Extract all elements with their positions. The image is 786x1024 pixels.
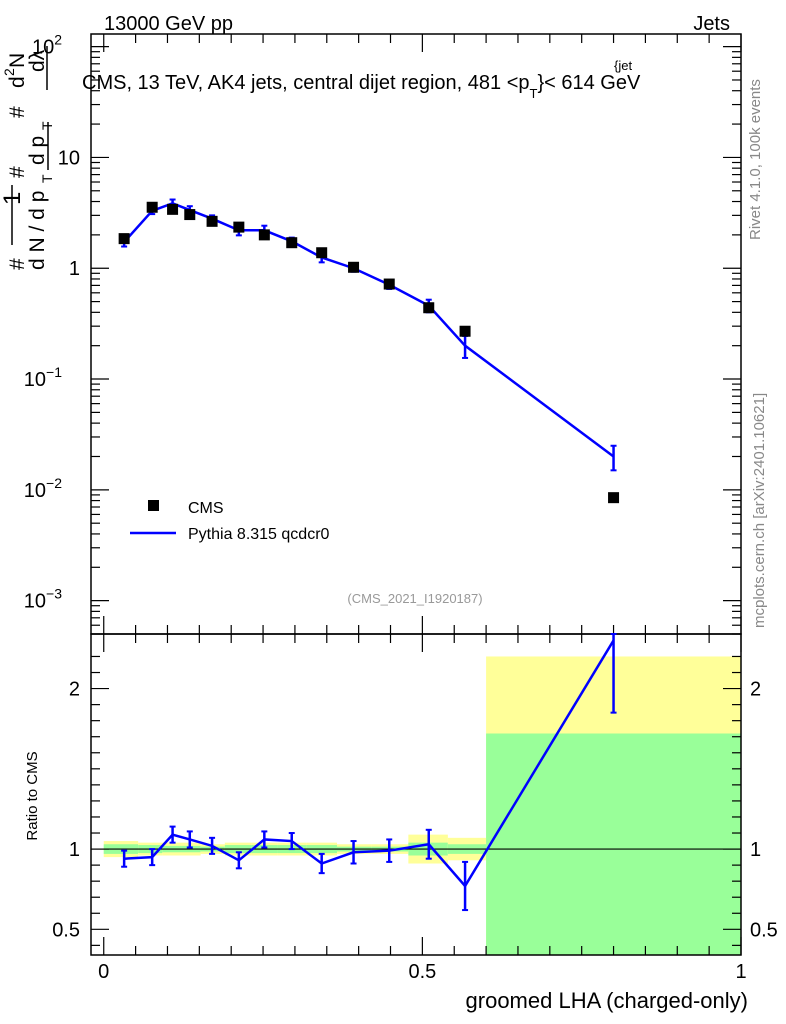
svg-text:d N / d p: d N / d p: [26, 191, 49, 270]
legend: CMS Pythia 8.315 qcdcr0: [130, 500, 330, 543]
cms-point: [459, 325, 471, 337]
svg-text:1: 1: [0, 192, 26, 205]
cms-point: [258, 229, 270, 241]
ratio-tick-label-left: 0.5: [52, 919, 80, 941]
svg-text:T: T: [39, 121, 55, 130]
main-title: CMS, 13 TeV, AK4 jets, central dijet reg…: [82, 58, 641, 101]
svg-text:dλ: dλ: [26, 49, 49, 72]
main-series: [118, 198, 620, 504]
svg-text:#: #: [6, 258, 29, 270]
y-tick-label: 10−2: [24, 475, 62, 502]
cms-point: [206, 215, 218, 227]
cms-point: [286, 237, 298, 249]
ratio-tick-label-right: 2: [750, 679, 761, 701]
cms-point: [423, 302, 435, 314]
cms-point: [146, 201, 158, 213]
watermark: (CMS_2021_I1920187): [347, 591, 482, 606]
main-ylabel: # 1 d N / d p T # d p T # d 2 N dλ: [0, 46, 55, 270]
ratio-tick-label-left: 1: [69, 839, 80, 861]
main-y-ticks: 102 10 1 10−1 10−2 10−3: [24, 32, 741, 635]
ratio-frame-rect: [90, 633, 742, 956]
ratio-tick-label-left: 2: [69, 679, 80, 701]
legend-cms-marker: [148, 500, 159, 511]
cms-point: [316, 247, 328, 259]
cms-point: [383, 278, 395, 290]
svg-text:#: #: [6, 166, 29, 178]
svg-text:#: #: [6, 106, 29, 118]
svg-text:2: 2: [1, 68, 17, 76]
rivet-label: Rivet 4.1.0, 100k events: [747, 79, 764, 240]
cms-point: [608, 492, 620, 504]
svg-text:d p: d p: [26, 136, 49, 165]
y-tick-label: 102: [32, 32, 62, 59]
title-main-text: CMS, 13 TeV, AK4 jets, central dijet reg…: [82, 72, 530, 94]
ratio-tick-label-right: 0.5: [750, 919, 778, 941]
x-tick-label: 0.5: [408, 961, 436, 983]
title-sup: {jet: [614, 58, 632, 73]
y-tick-label: 10−3: [24, 586, 62, 613]
svg-text:CMS, 13 TeV, AK4 jets, central: CMS, 13 TeV, AK4 jets, central dijet reg…: [82, 72, 641, 101]
x-ticks: 0 0.5 1: [98, 34, 747, 983]
svg-text:N: N: [6, 53, 29, 68]
svg-text:d: d: [6, 76, 29, 88]
title-tail: }< 614 GeV: [537, 72, 641, 94]
title-sub: T: [530, 86, 538, 101]
y-tick-label: 10−1: [24, 364, 62, 391]
ratio-line: [124, 639, 615, 889]
x-tick-label: 0: [98, 961, 109, 983]
pythia-line: [123, 202, 615, 458]
main-axes-frame: [90, 33, 742, 635]
ratio-ylabel: Ratio to CMS: [24, 751, 41, 840]
x-axis-label: groomed LHA (charged-only): [466, 988, 748, 1013]
cms-point: [233, 221, 245, 233]
x-tick-label: 1: [735, 961, 746, 983]
ratio-y-ticks: 0.5 0.5 1 1 2 2: [52, 655, 778, 946]
legend-cms-label: CMS: [188, 500, 224, 517]
ratio-bands: [103, 656, 741, 955]
ratio-axes-frame: [90, 633, 742, 956]
mcplots-label: mcplots.cern.ch [arXiv:2401.10621]: [751, 393, 768, 628]
green-band-bin: [486, 733, 741, 955]
header-right: Jets: [693, 13, 730, 35]
y-tick-label: 1: [69, 258, 80, 280]
y-tick-label: 10: [58, 147, 80, 169]
ratio-tick-label-right: 1: [750, 839, 761, 861]
header-left: 13000 GeV pp: [104, 13, 233, 35]
cms-point: [167, 203, 179, 215]
svg-text:T: T: [39, 174, 55, 183]
legend-pythia-label: Pythia 8.315 qcdcr0: [188, 526, 330, 543]
cms-point: [118, 233, 130, 245]
cms-point: [348, 261, 360, 273]
cms-point: [184, 209, 196, 221]
ratio-series: [121, 633, 617, 912]
main-frame-rect: [90, 33, 742, 635]
